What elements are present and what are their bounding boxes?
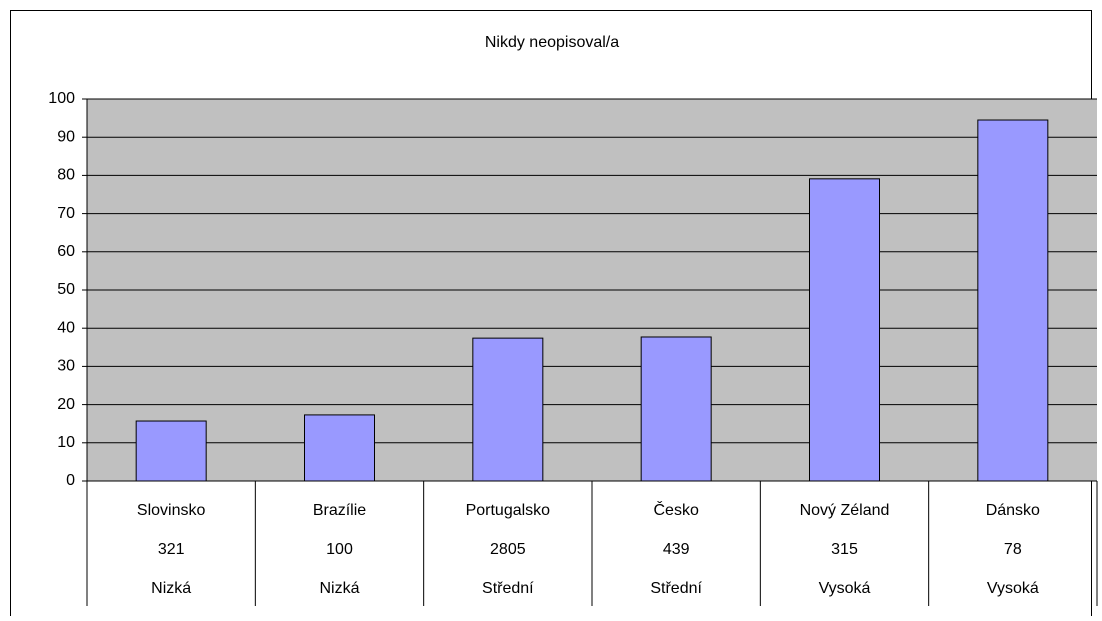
x-tick-label: Nový Zéland [800, 502, 890, 519]
category-level: Nizká [151, 580, 191, 597]
y-tick-label: 40 [57, 319, 75, 336]
category-level: Střední [482, 580, 534, 597]
x-tick-label: Dánsko [986, 502, 1040, 519]
x-tick-label: Slovinsko [137, 502, 206, 519]
category-count: 100 [326, 541, 353, 558]
bar [135, 420, 207, 482]
bar [640, 336, 712, 482]
y-tick-label: 20 [57, 396, 75, 413]
y-tick-label: 50 [57, 281, 75, 298]
category-level: Vysoká [987, 580, 1039, 597]
category-level: Nizká [319, 580, 359, 597]
category-count: 321 [158, 541, 185, 558]
chart-title: Nikdy neopisoval/a [485, 34, 619, 51]
category-level: Vysoká [819, 580, 871, 597]
category-count: 78 [1004, 541, 1022, 558]
y-tick-label: 80 [57, 167, 75, 184]
bar [977, 119, 1049, 482]
x-tick-label: Česko [653, 500, 698, 519]
x-tick-label: Brazílie [313, 502, 366, 519]
category-level: Střední [650, 580, 702, 597]
y-tick-label: 90 [57, 128, 75, 145]
category-count: 315 [831, 541, 858, 558]
bar [304, 414, 375, 482]
bar [809, 178, 880, 482]
bar [472, 337, 544, 482]
category-count: 439 [663, 541, 690, 558]
y-tick-label: 60 [57, 243, 75, 260]
y-tick-label: 100 [48, 90, 75, 107]
y-tick-label: 0 [66, 472, 75, 489]
y-tick-label: 30 [57, 358, 75, 375]
x-tick-label: Portugalsko [466, 502, 551, 519]
category-count: 2805 [490, 541, 526, 558]
y-tick-label: 10 [57, 434, 75, 451]
y-tick-label: 70 [57, 205, 75, 222]
